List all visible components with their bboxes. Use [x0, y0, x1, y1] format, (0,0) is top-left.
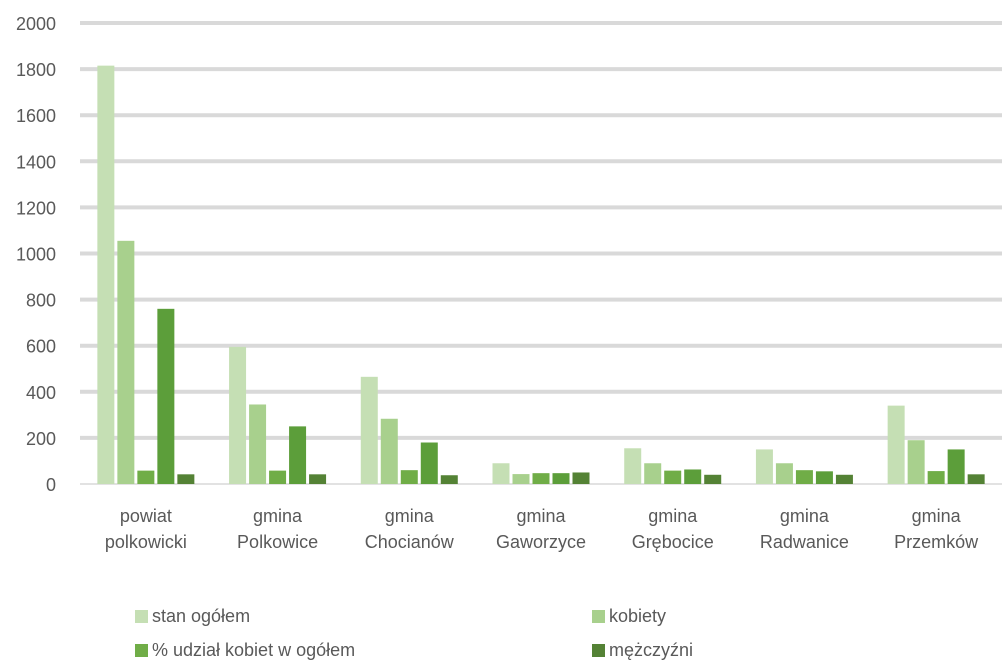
legend-item: kobiety [592, 606, 666, 627]
bar-series-3-category-5 [815, 471, 833, 484]
bar-series-1-category-2 [380, 418, 398, 484]
x-tick-label: Chocianów [365, 532, 455, 552]
bar-series-2-category-0 [137, 470, 155, 484]
y-tick-label: 1200 [16, 198, 56, 218]
x-tick-label: gmina [253, 506, 303, 526]
bar-series-0-category-6 [887, 405, 905, 484]
y-tick-label: 1000 [16, 245, 56, 265]
bar-series-2-category-2 [400, 470, 418, 484]
y-tick-label: 1600 [16, 106, 56, 126]
bar-series-0-category-1 [229, 346, 247, 484]
legend-item: stan ogółem [135, 606, 250, 627]
bar-series-3-category-4 [684, 469, 702, 484]
y-axis-tick-labels: 0 200 400 600 800 1000 1200 1400 1600 1800 2000 [16, 14, 56, 495]
bar-series-1-category-1 [249, 404, 267, 484]
bar-series-3-category-2 [420, 442, 438, 484]
legend-swatch [135, 644, 148, 657]
bar-series-2-category-3 [532, 473, 550, 484]
y-tick-label: 1400 [16, 152, 56, 172]
bar-series-3-category-1 [289, 426, 307, 484]
y-tick-label: 0 [46, 475, 56, 495]
bar-series-1-category-5 [775, 463, 793, 484]
bar-series-4-category-0 [177, 474, 195, 484]
legend-label: % udział kobiet w ogółem [152, 640, 356, 660]
y-tick-label: 2000 [16, 14, 56, 34]
legend-item: mężczyźni [592, 640, 693, 661]
x-tick-label: gmina [912, 506, 962, 526]
x-tick-label: gmina [780, 506, 830, 526]
bar-series-3-category-6 [947, 449, 965, 484]
x-tick-label: Grębocice [632, 532, 714, 552]
bar-series [97, 65, 985, 484]
legend-swatch [592, 644, 605, 657]
bar-series-0-category-0 [97, 65, 115, 484]
bar-series-3-category-0 [157, 308, 175, 484]
legend-label: mężczyźni [609, 640, 694, 660]
bar-series-3-category-3 [552, 473, 570, 484]
x-axis-tick-labels: powiat polkowicki gmina Polkowice gmina Choci… [105, 506, 979, 552]
bar-series-1-category-4 [644, 463, 662, 484]
bar-series-2-category-4 [664, 470, 682, 484]
x-tick-label: Polkowice [237, 532, 318, 552]
grid-lines [80, 21, 1002, 485]
bar-series-0-category-3 [492, 463, 510, 484]
legend-swatch [592, 610, 605, 623]
y-tick-label: 1800 [16, 60, 56, 80]
bar-series-0-category-5 [755, 449, 773, 484]
bar-series-4-category-4 [704, 474, 722, 484]
bar-series-1-category-0 [117, 240, 135, 484]
legend-swatch [135, 610, 148, 623]
bar-series-2-category-6 [927, 471, 945, 484]
y-tick-label: 400 [26, 383, 56, 403]
bar-series-0-category-2 [360, 376, 378, 484]
x-tick-label: gmina [648, 506, 698, 526]
bar-series-4-category-3 [572, 472, 590, 484]
x-tick-label: powiat [120, 506, 172, 526]
x-tick-label: gmina [516, 506, 566, 526]
bar-chart: 0 200 400 600 800 1000 1200 1400 1600 1800 2000 po… [16, 14, 1002, 552]
legend-label: stan ogółem [152, 606, 251, 626]
bar-series-4-category-6 [967, 474, 985, 484]
x-tick-label: Gaworzyce [496, 532, 586, 552]
bar-series-0-category-4 [624, 448, 642, 484]
legend-label: kobiety [609, 606, 667, 626]
bar-series-4-category-5 [835, 474, 853, 484]
bar-series-1-category-3 [512, 474, 530, 484]
bar-series-1-category-6 [907, 440, 925, 484]
y-tick-label: 800 [26, 291, 56, 311]
x-tick-label: Radwanice [760, 532, 849, 552]
legend-item: % udział kobiet w ogółem [135, 640, 355, 661]
bar-series-4-category-1 [309, 474, 327, 484]
x-tick-label: polkowicki [105, 532, 187, 552]
x-tick-label: gmina [385, 506, 435, 526]
bar-series-2-category-1 [269, 470, 287, 484]
bar-series-4-category-2 [440, 475, 458, 484]
y-tick-label: 600 [26, 337, 56, 357]
bar-series-2-category-5 [795, 470, 813, 484]
y-tick-label: 200 [26, 429, 56, 449]
x-tick-label: Przemków [894, 532, 979, 552]
